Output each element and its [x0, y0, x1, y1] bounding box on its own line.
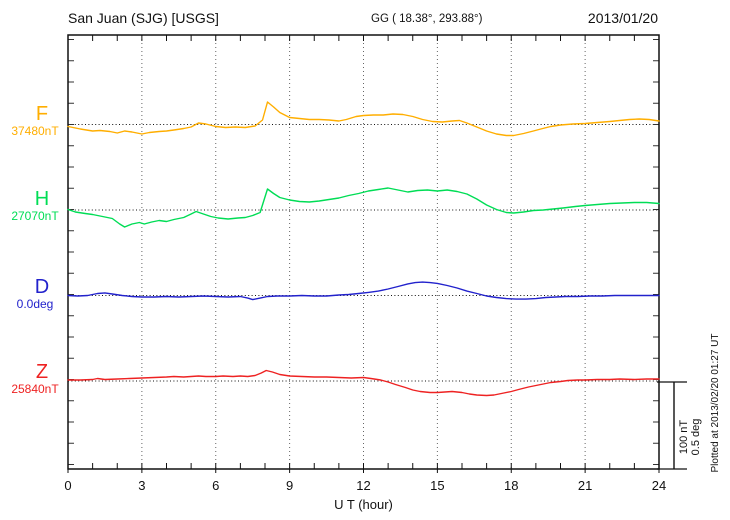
x-tick-label-15: 15 — [430, 478, 444, 493]
x-tick-label-18: 18 — [504, 478, 518, 493]
channel-label-z: Z 25840nT — [0, 361, 70, 396]
scale-deg-label: 0.5 deg — [690, 418, 702, 456]
channel-label-h: H 27070nT — [0, 188, 70, 223]
channel-letter-f: F — [35, 103, 49, 125]
scale-bar-label: 100 nT 0.5 deg — [678, 406, 704, 468]
trace-D — [67, 281, 660, 301]
trace-H — [67, 187, 660, 228]
channel-value-h: 27070nT — [11, 209, 59, 223]
channel-letter-h: H — [34, 188, 50, 210]
x-tick-label-24: 24 — [652, 478, 666, 493]
geographic-coordinates: GG ( 18.38°, 293.88°) — [371, 13, 483, 25]
x-tick-label-3: 3 — [138, 478, 145, 493]
plotted-at-note: Plotted at 2013/02/20 01:27 UT — [710, 333, 721, 473]
trace-F — [67, 101, 660, 137]
x-tick-label-6: 6 — [212, 478, 219, 493]
plot-date: 2013/01/20 — [587, 10, 658, 26]
channel-value-z: 25840nT — [11, 382, 59, 396]
channel-letter-z: Z — [35, 361, 49, 383]
x-tick-label-21: 21 — [578, 478, 592, 493]
channel-value-d: 0.0deg — [16, 297, 54, 311]
plot-frame — [67, 34, 660, 470]
x-tick-label-12: 12 — [356, 478, 370, 493]
x-axis-title: U T (hour) — [334, 497, 393, 512]
trace-Z — [67, 369, 660, 397]
x-tick-label-0: 0 — [64, 478, 71, 493]
channel-label-f: F 37480nT — [0, 103, 70, 138]
scale-nt-label: 100 nT — [678, 419, 690, 455]
channel-label-d: D 0.0deg — [0, 276, 70, 311]
channel-letter-d: D — [34, 276, 50, 298]
x-tick-label-9: 9 — [286, 478, 293, 493]
station-title: San Juan (SJG) [USGS] — [68, 10, 219, 26]
channel-value-f: 37480nT — [11, 124, 59, 138]
